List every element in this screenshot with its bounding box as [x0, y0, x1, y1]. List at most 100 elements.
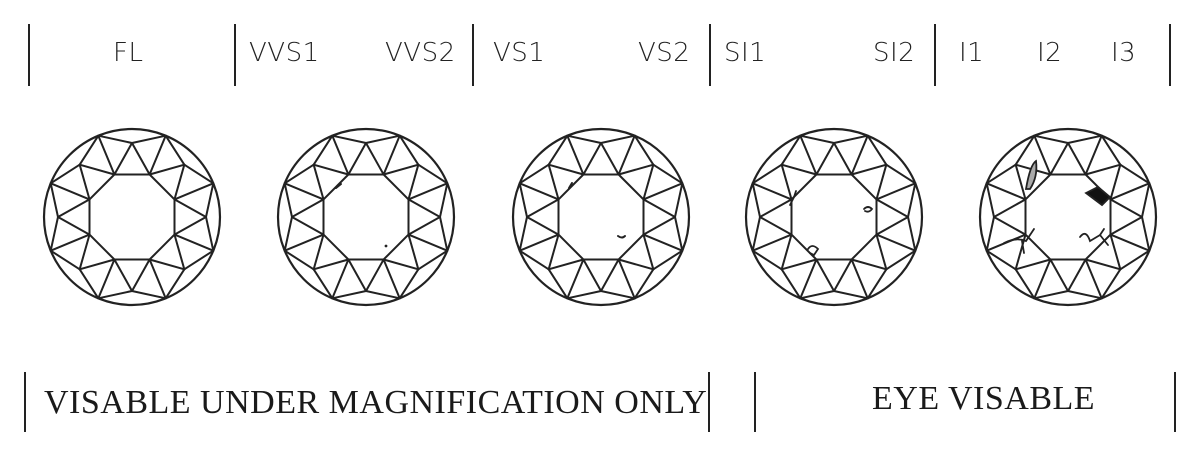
facet-line — [674, 216, 684, 252]
facet-line — [985, 249, 1017, 271]
facet-line — [148, 258, 167, 300]
facet-line — [322, 233, 350, 261]
facet-line — [365, 134, 401, 144]
facet-line — [283, 216, 293, 252]
facet-line — [97, 290, 133, 300]
facet-line — [1014, 163, 1027, 201]
inclusion-marks — [568, 182, 626, 239]
facet-line — [674, 182, 684, 218]
facet-line — [173, 216, 207, 236]
facet-line — [815, 142, 835, 176]
grade-label-i1: I1 — [959, 38, 985, 68]
facet-line — [1049, 142, 1069, 176]
facet-line — [600, 258, 620, 292]
facet-line — [312, 258, 350, 271]
bottom-divider-3 — [754, 372, 756, 432]
facet-line — [751, 249, 783, 271]
facet-line — [49, 216, 59, 252]
facet-line — [164, 134, 186, 166]
facet-line — [885, 249, 917, 271]
facet-line — [993, 216, 1027, 236]
facet-line — [833, 290, 869, 300]
facet-line — [365, 142, 385, 176]
facet-line — [526, 216, 560, 236]
inclusion-marks — [789, 190, 874, 257]
facet-line — [566, 134, 602, 144]
facet-line — [751, 182, 761, 218]
facet-line — [985, 216, 995, 252]
facet-line — [1100, 134, 1122, 166]
facet-line — [566, 134, 585, 176]
facet-line — [148, 134, 167, 176]
top-divider-6 — [1169, 24, 1171, 86]
inclusion-marks — [1003, 159, 1112, 254]
facet-line — [850, 173, 878, 201]
facet-line — [331, 258, 350, 300]
diamond-vvs — [276, 127, 456, 307]
facet-line — [1141, 182, 1151, 218]
facet-line — [799, 134, 818, 176]
diamond-i — [978, 127, 1158, 307]
facet-line — [1109, 216, 1143, 236]
facet-line — [875, 216, 909, 236]
facet-line — [312, 134, 334, 166]
grade-label-vvs2: VVS2 — [385, 38, 456, 68]
facet-line — [566, 290, 602, 300]
facet-line — [751, 233, 793, 252]
facet-line — [382, 173, 410, 201]
facet-line — [566, 258, 585, 300]
facet-line — [985, 182, 1027, 201]
top-divider-4 — [709, 24, 711, 86]
facet-line — [1084, 134, 1103, 176]
facet-line — [875, 233, 917, 252]
grade-label-fl: FL — [113, 38, 144, 68]
facet-line — [49, 182, 59, 218]
facet-line — [57, 216, 91, 236]
facet-line — [642, 233, 655, 271]
facet-line — [526, 198, 560, 218]
girdle-outline — [744, 127, 924, 307]
top-divider-5 — [934, 24, 936, 86]
facet-line — [407, 198, 441, 218]
facet-line — [131, 134, 167, 144]
grade-label-si2: SI2 — [873, 38, 916, 68]
facet-line — [759, 216, 793, 236]
facet-line — [780, 268, 802, 300]
facet-line — [407, 163, 420, 201]
facet-line — [173, 233, 215, 252]
facet-line — [382, 163, 420, 176]
facet-line — [183, 163, 215, 185]
facet-line — [417, 249, 449, 271]
facet-line — [131, 258, 151, 292]
facet-line — [617, 134, 636, 176]
facet-line — [291, 216, 325, 236]
facet-line — [365, 258, 385, 292]
facet-line — [173, 163, 186, 201]
facet-line — [88, 173, 116, 201]
facet-line — [283, 182, 325, 201]
facet-line — [850, 258, 869, 300]
facet-line — [382, 258, 401, 300]
facet-line — [557, 173, 585, 201]
facet-line — [547, 134, 569, 166]
facet-line — [347, 258, 367, 292]
facet-line — [547, 233, 560, 271]
facet-line — [780, 258, 818, 271]
facet-line — [1084, 258, 1103, 300]
facet-line — [1033, 290, 1069, 300]
facet-line — [78, 258, 116, 271]
caption-magnification-only: VISABLE UNDER MAGNIFICATION ONLY — [44, 384, 708, 421]
facet-line — [547, 163, 560, 201]
facet-line — [131, 142, 151, 176]
facet-line — [1033, 134, 1052, 176]
facet-line — [382, 258, 420, 271]
facet-line — [547, 258, 585, 271]
grade-label-i2: I2 — [1037, 38, 1063, 68]
facet-line — [1100, 268, 1122, 300]
facet-line — [1067, 142, 1087, 176]
facet-line — [875, 198, 909, 218]
facet-line — [652, 249, 684, 271]
facet-line — [617, 163, 655, 176]
facet-line — [382, 134, 401, 176]
facet-line — [518, 233, 560, 252]
